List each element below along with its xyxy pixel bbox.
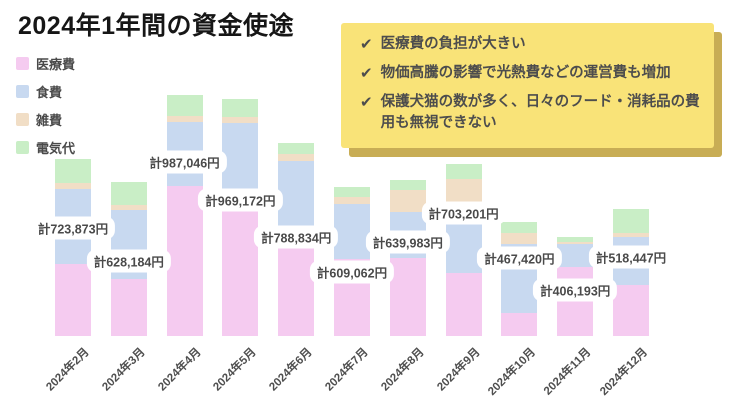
bar-segment-electricity-cost — [501, 221, 538, 233]
bar-segment-miscellaneous-expenses — [445, 179, 482, 206]
total-label: 計788,834円 — [254, 225, 339, 249]
legend-item: 食費 — [16, 82, 75, 101]
x-axis-label: 2024年5月 — [211, 346, 259, 394]
bar-segment-electricity-cost — [166, 94, 203, 116]
callout-item: ✔ 保護犬猫の数が多く、日々のフード・消耗品の費用も無視できない — [360, 92, 700, 136]
bar-segment-electricity-cost — [445, 164, 482, 180]
legend-swatch — [16, 141, 29, 154]
bar-segment-electricity-cost — [55, 159, 91, 183]
legend-item: 医療費 — [16, 54, 75, 73]
callout-item-text: 保護犬猫の数が多く、日々のフード・消耗品の費用も無視できない — [380, 93, 700, 132]
legend: 医療費食費雑費電気代 — [16, 54, 75, 157]
bar-segment-medical-expenses — [55, 263, 91, 336]
bar-segment-food-expenses — [278, 160, 315, 228]
total-label: 計518,447円 — [588, 245, 674, 269]
legend-swatch — [16, 57, 29, 70]
check-icon: ✔ — [360, 64, 373, 82]
stacked-bar — [501, 221, 538, 336]
bar-segment-miscellaneous-expenses — [55, 182, 91, 190]
bar-segment-miscellaneous-expenses — [389, 189, 426, 213]
bar-segment-electricity-cost — [334, 187, 370, 198]
legend-item-label: 電気代 — [36, 141, 76, 156]
total-label: 計628,184円 — [86, 249, 171, 273]
bar-segment-electricity-cost — [110, 182, 147, 206]
bar-segment-miscellaneous-expenses — [334, 197, 370, 205]
legend-swatch — [16, 85, 29, 98]
x-axis-label: 2024年8月 — [379, 346, 427, 394]
legend-item: 電気代 — [16, 138, 75, 157]
bar-segment-food-expenses — [557, 243, 594, 267]
check-icon: ✔ — [360, 36, 373, 53]
bar-segment-electricity-cost — [278, 143, 315, 155]
legend-swatch — [16, 113, 29, 126]
x-axis-label: 2024年10月 — [486, 346, 538, 399]
x-axis-label: 2024年3月 — [100, 346, 148, 394]
bar-segment-miscellaneous-expenses — [222, 117, 259, 124]
callout: ✔ 医療費の負担が大きい ✔ 物価高騰の影響で光熱費などの運営費も増加 ✔ 保護… — [341, 23, 714, 148]
legend-item-label: 雑費 — [36, 113, 63, 128]
bar-segment-miscellaneous-expenses — [278, 154, 315, 161]
legend-item-label: 食費 — [36, 85, 63, 100]
page-title: 2024年1年間の資金使途 — [18, 12, 295, 40]
bar-segment-miscellaneous-expenses — [501, 232, 538, 244]
bar-segment-miscellaneous-expenses — [110, 205, 147, 211]
bar-segment-medical-expenses — [501, 313, 538, 336]
total-label: 計987,046円 — [142, 150, 227, 174]
stacked-bar — [613, 209, 649, 336]
bar-segment-electricity-cost — [222, 99, 259, 118]
total-label: 計703,201円 — [421, 201, 506, 225]
total-label: 計406,193円 — [533, 278, 618, 302]
total-label: 計467,420円 — [477, 246, 562, 270]
stacked-bar — [222, 99, 259, 336]
stacked-bar — [55, 159, 91, 336]
bar-segment-electricity-cost — [613, 209, 649, 234]
callout-item: ✔ 医療費の負担が大きい — [360, 34, 700, 56]
bar-segment-miscellaneous-expenses — [166, 115, 203, 122]
x-axis-label: 2024年6月 — [267, 346, 315, 394]
x-axis-label: 2024年9月 — [434, 346, 483, 394]
bar-segment-medical-expenses — [110, 279, 147, 336]
bar-segment-electricity-cost — [557, 236, 594, 242]
bar-segment-medical-expenses — [222, 210, 259, 336]
x-axis-label: 2024年12月 — [597, 346, 650, 399]
bar-segment-miscellaneous-expenses — [557, 241, 594, 244]
stacked-bar — [445, 164, 482, 336]
stacked-bar — [389, 179, 426, 336]
stacked-bar — [166, 94, 203, 336]
check-icon: ✔ — [360, 93, 373, 111]
x-axis-label: 2024年4月 — [155, 346, 204, 394]
legend-item: 雑費 — [16, 110, 75, 129]
bar-segment-medical-expenses — [445, 273, 482, 336]
legend-item-label: 医療費 — [36, 57, 76, 72]
bar-segment-electricity-cost — [389, 179, 426, 190]
x-axis-label: 2024年11月 — [542, 346, 594, 398]
bar-segment-medical-expenses — [389, 258, 426, 336]
total-label: 計639,983円 — [365, 230, 450, 254]
bar-segment-medical-expenses — [166, 186, 203, 336]
callout-item-text: 医療費の負担が大きい — [380, 36, 526, 52]
total-label: 計609,062円 — [309, 260, 395, 284]
bar-segment-miscellaneous-expenses — [613, 233, 649, 238]
total-label: 計969,172円 — [198, 188, 283, 212]
callout-item-text: 物価高騰の影響で光熱費などの運営費も増加 — [380, 64, 671, 81]
total-label: 計723,873円 — [30, 216, 116, 240]
bar-segment-food-expenses — [334, 204, 370, 260]
callout-item: ✔ 物価高騰の影響で光熱費などの運営費も増加 — [360, 63, 700, 85]
x-axis-label: 2024年7月 — [323, 346, 371, 394]
bar-segment-medical-expenses — [613, 284, 649, 336]
x-axis-label: 2024年2月 — [44, 346, 92, 394]
